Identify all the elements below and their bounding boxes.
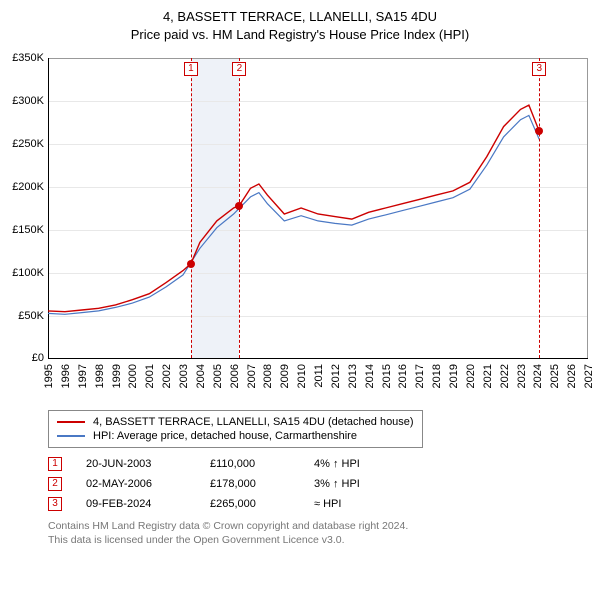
- event-marker-number: 1: [184, 62, 198, 76]
- x-tick-label: 1995: [43, 364, 55, 388]
- event-marker-number: 3: [532, 62, 546, 76]
- x-tick-label: 2014: [364, 364, 376, 388]
- x-tick-label: 2020: [465, 364, 477, 388]
- x-tick-label: 2011: [313, 364, 325, 388]
- event-marker-dot: [535, 127, 543, 135]
- y-tick-label: £250K: [0, 138, 44, 150]
- chart-area: £0 £50K £100K £150K £200K £250K £300K £350K 1995…: [0, 48, 600, 408]
- x-tick-label: 2000: [127, 364, 139, 388]
- y-tick-label: £200K: [0, 181, 44, 193]
- y-tick-label: £350K: [0, 52, 44, 64]
- x-tick-label: 2019: [448, 364, 460, 388]
- x-tick-label: 1996: [60, 364, 72, 388]
- x-tick-label: 2025: [549, 364, 561, 388]
- event-marker-number: 2: [232, 62, 246, 76]
- x-tick-label: 2016: [397, 364, 409, 388]
- event-note: 4% ↑ HPI: [314, 458, 360, 470]
- title-line-2: Price paid vs. HM Land Registry's House …: [0, 26, 600, 44]
- x-tick-label: 2006: [229, 364, 241, 388]
- x-tick-label: 2027: [583, 364, 595, 388]
- legend-swatch-subject: [57, 421, 85, 423]
- title-line-1: 4, BASSETT TERRACE, LLANELLI, SA15 4DU: [0, 8, 600, 26]
- event-row: 1 20-JUN-2003 £110,000 4% ↑ HPI: [48, 454, 600, 474]
- x-tick-label: 2005: [212, 364, 224, 388]
- event-price: £265,000: [210, 498, 290, 510]
- event-price: £110,000: [210, 458, 290, 470]
- legend-label-hpi: HPI: Average price, detached house, Carm…: [93, 430, 357, 442]
- legend-label-subject: 4, BASSETT TERRACE, LLANELLI, SA15 4DU (…: [93, 416, 414, 428]
- x-tick-label: 2007: [246, 364, 258, 388]
- event-row: 2 02-MAY-2006 £178,000 3% ↑ HPI: [48, 474, 600, 494]
- x-tick-label: 1998: [94, 364, 106, 388]
- event-price: £178,000: [210, 478, 290, 490]
- footer-line-2: This data is licensed under the Open Gov…: [48, 534, 600, 548]
- event-number-box: 3: [48, 497, 62, 511]
- x-tick-label: 1999: [111, 364, 123, 388]
- x-tick-label: 2022: [499, 364, 511, 388]
- y-tick-label: £0: [0, 352, 44, 364]
- x-tick-label: 2010: [296, 364, 308, 388]
- event-note: 3% ↑ HPI: [314, 478, 360, 490]
- x-tick-label: 2021: [482, 364, 494, 388]
- x-tick-label: 2009: [279, 364, 291, 388]
- footer-note: Contains HM Land Registry data © Crown c…: [48, 520, 600, 547]
- event-note: ≈ HPI: [314, 498, 341, 510]
- event-date: 09-FEB-2024: [86, 498, 186, 510]
- event-number-box: 2: [48, 477, 62, 491]
- event-dashed-line: [191, 58, 192, 358]
- x-tick-label: 2013: [347, 364, 359, 388]
- x-tick-label: 2024: [532, 364, 544, 388]
- y-tick-label: £50K: [0, 310, 44, 322]
- x-tick-label: 2017: [414, 364, 426, 388]
- x-tick-label: 2023: [516, 364, 528, 388]
- x-tick-label: 2003: [178, 364, 190, 388]
- event-row: 3 09-FEB-2024 £265,000 ≈ HPI: [48, 494, 600, 514]
- event-date: 20-JUN-2003: [86, 458, 186, 470]
- x-tick-label: 2004: [195, 364, 207, 388]
- event-marker-dot: [235, 202, 243, 210]
- line-series-svg: [48, 58, 588, 358]
- y-tick-label: £300K: [0, 95, 44, 107]
- y-tick-label: £100K: [0, 267, 44, 279]
- series-line-hpi: [48, 116, 539, 315]
- footer-line-1: Contains HM Land Registry data © Crown c…: [48, 520, 600, 534]
- x-tick-label: 2008: [262, 364, 274, 388]
- x-tick-label: 1997: [77, 364, 89, 388]
- chart-container: 4, BASSETT TERRACE, LLANELLI, SA15 4DU P…: [0, 0, 600, 548]
- x-tick-label: 2018: [431, 364, 443, 388]
- x-tick-label: 2012: [330, 364, 342, 388]
- legend-box: 4, BASSETT TERRACE, LLANELLI, SA15 4DU (…: [48, 410, 423, 448]
- event-number-box: 1: [48, 457, 62, 471]
- legend-swatch-hpi: [57, 435, 85, 437]
- legend-row-subject: 4, BASSETT TERRACE, LLANELLI, SA15 4DU (…: [57, 415, 414, 429]
- x-tick-label: 2026: [566, 364, 578, 388]
- y-tick-label: £150K: [0, 224, 44, 236]
- x-tick-label: 2002: [161, 364, 173, 388]
- event-dashed-line: [539, 58, 540, 358]
- events-block: 1 20-JUN-2003 £110,000 4% ↑ HPI 2 02-MAY-2006…: [48, 454, 600, 514]
- legend-row-hpi: HPI: Average price, detached house, Carm…: [57, 429, 414, 443]
- event-marker-dot: [187, 260, 195, 268]
- series-line-subject: [48, 105, 539, 312]
- x-tick-label: 2001: [144, 364, 156, 388]
- title-block: 4, BASSETT TERRACE, LLANELLI, SA15 4DU P…: [0, 0, 600, 48]
- x-tick-label: 2015: [381, 364, 393, 388]
- x-axis-line: [48, 358, 588, 359]
- event-date: 02-MAY-2006: [86, 478, 186, 490]
